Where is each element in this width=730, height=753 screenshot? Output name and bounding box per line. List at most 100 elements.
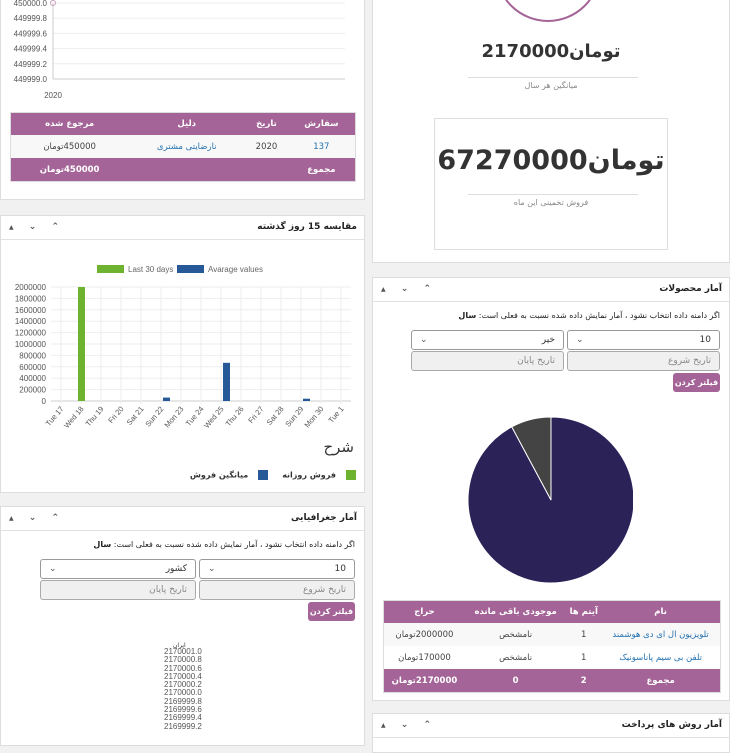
y-tick-label: 1600000 <box>15 306 47 315</box>
type-select[interactable]: کشور ⌄ <box>40 559 196 579</box>
y-tick-label: 2170000.4 <box>164 671 202 681</box>
move-down-icon[interactable]: ⌄ <box>28 513 43 523</box>
total-row: مجموع 450000تومان <box>11 158 355 181</box>
x-tick-label: Sun 29 <box>283 405 305 429</box>
payments-panel: آمار روش های پرداخت ▲ ⌄ ⌃ <box>372 713 730 753</box>
y-tick-label: 800000 <box>19 351 46 360</box>
col-order: سفارش <box>287 113 355 135</box>
start-date-input[interactable]: تاریخ شروع <box>567 351 720 371</box>
legend-item: فروش روزانه <box>282 470 356 480</box>
x-tick-label: Thu 19 <box>84 405 106 429</box>
toggle-icon[interactable]: ▲ <box>381 722 392 729</box>
x-tick-label: 2020 <box>44 91 62 100</box>
col-date: تاریخ <box>245 113 288 135</box>
start-date-input[interactable]: تاریخ شروع <box>199 580 355 600</box>
bar <box>303 398 310 401</box>
reason-link[interactable]: نارضایتی مشتری <box>156 141 217 152</box>
col-items: آیتم ها <box>566 601 602 623</box>
month-estimate-caption: فروش تخمینی این ماه <box>513 198 589 207</box>
end-date-input[interactable]: تاریخ پایان <box>411 351 564 371</box>
y-tick-label: 2169999.6 <box>164 705 202 715</box>
total-sale: 2170000تومان <box>384 669 465 692</box>
chevron-down-icon: ⌄ <box>420 335 428 345</box>
y-tick-label: 1400000 <box>15 317 47 326</box>
legend-item: میانگین فروش <box>190 470 269 480</box>
move-up-icon[interactable]: ⌃ <box>51 222 65 232</box>
chevron-down-icon: ⌄ <box>49 564 57 574</box>
y-tick-label: 200000 <box>19 386 46 395</box>
total-amount: 450000تومان <box>11 158 129 181</box>
bar <box>223 362 230 401</box>
y-tick-label: 450000.0 <box>14 0 48 8</box>
stock-cell: نامشخص <box>499 652 533 663</box>
total-stock: 0 <box>464 669 567 692</box>
toggle-icon[interactable]: ▲ <box>9 515 20 522</box>
count-select[interactable]: 10 ⌄ <box>199 559 355 579</box>
end-date-input[interactable]: تاریخ پایان <box>40 580 196 600</box>
data-point <box>50 0 56 6</box>
legend-label: Avarage values <box>208 265 263 274</box>
move-down-icon[interactable]: ⌄ <box>400 284 415 294</box>
bar <box>163 397 170 401</box>
date-cell: 2020 <box>245 135 288 158</box>
compare-panel: مقایسه 15 روز گذشته ▲ ⌄ ⌃ Last 30 days Av… <box>0 215 365 493</box>
refunds-line-chart: 450000.0 449999.8 449999.6 449999.4 449999.2… <box>14 0 345 100</box>
x-tick-label: Thu 26 <box>224 405 246 429</box>
move-up-icon[interactable]: ⌃ <box>423 284 437 294</box>
y-tick-label: 449999.4 <box>14 45 48 54</box>
y-tick-label: 2169999.4 <box>164 713 202 723</box>
y-tick-label: 449999.6 <box>14 29 48 38</box>
x-tick-label: Wed 25 <box>202 405 225 430</box>
green-swatch-icon <box>346 470 356 480</box>
move-down-icon[interactable]: ⌄ <box>28 222 43 232</box>
x-tick-label: Wed 18 <box>62 405 85 430</box>
panel-title: آمار جغرافیایی <box>290 513 357 523</box>
total-row: مجموع 2 0 2170000تومان <box>384 669 720 692</box>
y-tick-label: 2169999.2 <box>164 721 202 731</box>
y-tick-label: 449999.2 <box>14 60 48 69</box>
x-tick-label: Mon 23 <box>163 405 186 430</box>
sale-cell: 2000000تومان <box>384 623 465 646</box>
order-link[interactable]: 137 <box>313 141 330 152</box>
option-select[interactable]: خیر ⌄ <box>411 330 564 350</box>
count-select[interactable]: 10 ⌄ <box>567 330 720 350</box>
products-table: نام آیتم ها موجودی باقی مانده حراج تلویزیون… <box>384 601 720 692</box>
y-tick-label: 1000000 <box>15 340 47 349</box>
products-pie-chart <box>467 416 633 584</box>
bar <box>78 287 85 401</box>
refunds-table: سفارش تاریخ دلیل مرجوع شده 137 2020 نارضایت… <box>11 113 355 181</box>
range-note: اگر دامنه داده انتخاب نشود ، آمار نمایش … <box>458 311 720 320</box>
move-up-icon[interactable]: ⌃ <box>51 513 65 523</box>
legend: فروش روزانه میانگین فروش <box>190 470 356 480</box>
amount-cell: 450000تومان <box>11 135 129 158</box>
move-down-icon[interactable]: ⌄ <box>400 720 415 730</box>
panel-title: آمار روش های پرداخت <box>621 720 722 730</box>
compare-bar-chart: Last 30 days Avarage values20000001800000… <box>15 265 351 430</box>
y-tick-label: 2170000.0 <box>164 688 202 698</box>
blue-swatch-icon <box>258 470 269 480</box>
panel-title: آمار محصولات <box>659 284 722 294</box>
col-stock: موجودی باقی مانده <box>464 601 567 623</box>
geo-chart: 2170001.0 2170000.8 2170000.6 2170000.4 2170… <box>164 647 202 731</box>
toggle-icon[interactable]: ▲ <box>9 224 20 231</box>
filter-button[interactable]: فیلتر کردن <box>673 373 720 392</box>
summary-panel: 2170000تومان میانگین هر سال 67270000توما… <box>372 0 730 263</box>
yearly-average-caption: میانگین هر سال <box>524 81 578 90</box>
product-link[interactable]: تلفن بی سیم پاناسونیک <box>619 652 703 663</box>
x-tick-label: Sat 28 <box>265 405 286 427</box>
table-row: تلفن بی سیم پاناسونیک 1 نامشخص 170000توم… <box>384 646 720 669</box>
product-link[interactable]: تلویزیون ال ای دی هوشمند <box>612 629 709 640</box>
pie-slice <box>511 416 552 501</box>
x-tick-label: Mon 30 <box>303 405 326 430</box>
panel-title: مقایسه 15 روز گذشته <box>257 222 357 232</box>
col-reason: دلیل <box>128 113 246 135</box>
filter-button[interactable]: فیلتر کردن <box>308 602 355 621</box>
table-row: 137 2020 نارضایتی مشتری 450000تومان <box>11 135 355 158</box>
toggle-icon[interactable]: ▲ <box>381 286 392 293</box>
y-tick-label: 1200000 <box>15 329 47 338</box>
total-label: مجموع <box>287 158 355 181</box>
y-tick-label: 2170001.0 <box>164 647 202 656</box>
geo-panel: آمار جغرافیایی ▲ ⌄ ⌃ اگر دامنه داده انتخ… <box>0 506 365 746</box>
legend-swatch <box>97 265 124 273</box>
move-up-icon[interactable]: ⌃ <box>423 720 437 730</box>
